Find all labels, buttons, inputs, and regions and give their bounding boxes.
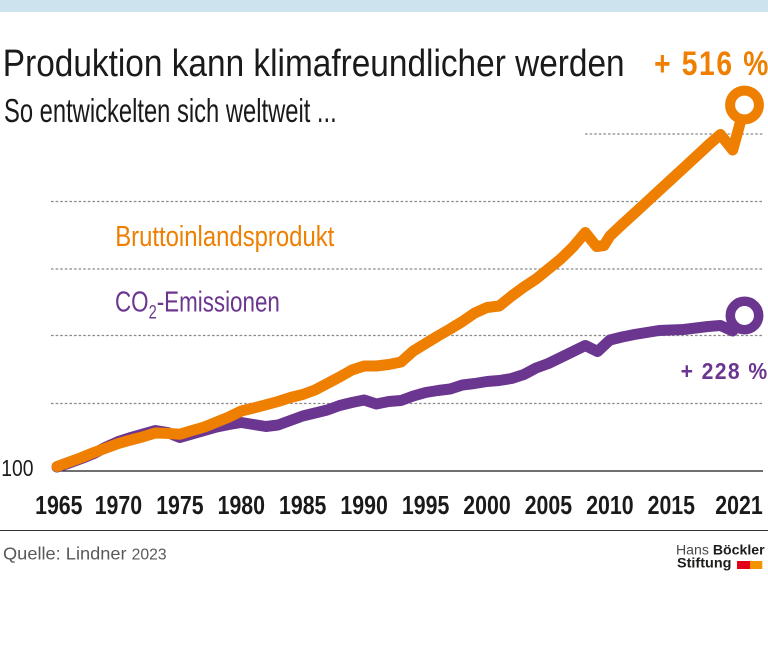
svg-text:+ 228 %: + 228 %: [681, 358, 768, 384]
svg-text:Stiftung: Stiftung: [677, 555, 731, 571]
svg-text:2015: 2015: [648, 491, 695, 521]
svg-text:100: 100: [1, 457, 33, 482]
svg-text:2000: 2000: [463, 491, 510, 521]
svg-text:1995: 1995: [402, 491, 449, 521]
svg-text:1970: 1970: [95, 491, 142, 521]
svg-text:1965: 1965: [35, 491, 82, 521]
svg-text:Produktion kann klimafreundlic: Produktion kann klimafreundlicher werden: [3, 42, 625, 84]
svg-text:So entwickelten sich weltweit: So entwickelten sich weltweit ...: [4, 93, 337, 130]
svg-text:2021: 2021: [715, 491, 762, 521]
svg-text:1985: 1985: [279, 491, 326, 521]
svg-text:1975: 1975: [156, 491, 203, 521]
svg-text:1980: 1980: [218, 491, 265, 521]
svg-text:Hans Böckler: Hans Böckler: [676, 542, 765, 558]
svg-text:+ 516 %: + 516 %: [654, 45, 768, 83]
svg-text:2010: 2010: [586, 491, 633, 521]
svg-text:CO2-Emissionen: CO2-Emissionen: [115, 287, 280, 323]
svg-text:1990: 1990: [340, 491, 387, 521]
svg-text:2005: 2005: [525, 491, 572, 521]
svg-text:Quelle: Lindner 2023: Quelle: Lindner 2023: [3, 544, 167, 564]
svg-text:Bruttoinlandsprodukt: Bruttoinlandsprodukt: [115, 220, 335, 253]
